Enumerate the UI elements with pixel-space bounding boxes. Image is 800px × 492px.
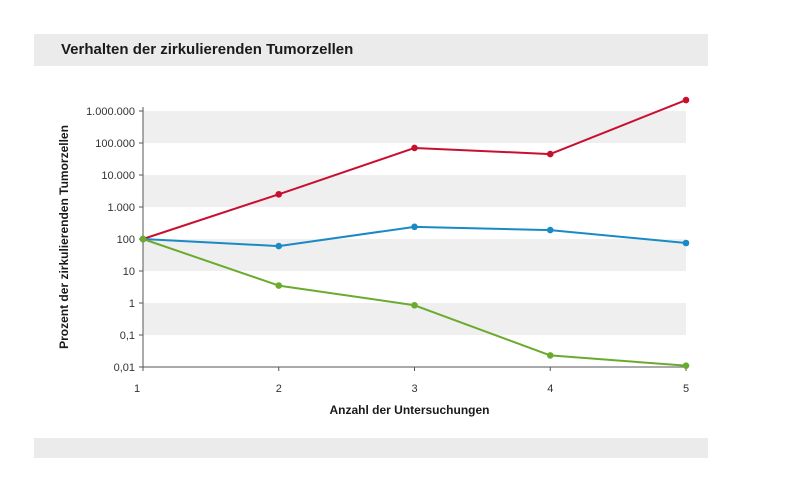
series-3-point: [139, 235, 147, 243]
grid-band: [143, 111, 686, 143]
chart-title: Verhalten der zirkulierenden Tumorzellen: [61, 41, 354, 58]
series-1-point: [411, 144, 418, 152]
series-2-point: [411, 223, 418, 231]
x-tick-label: 1: [134, 383, 140, 395]
series-2-point: [682, 239, 690, 247]
series-1-point: [275, 190, 283, 198]
y-tick-label: 100: [117, 234, 135, 246]
series-2-point: [275, 242, 283, 250]
y-tick-label: 1: [129, 298, 135, 310]
y-tick-label: 0,1: [120, 330, 135, 342]
x-tick-label: 3: [411, 383, 417, 395]
y-axis-label: Prozent der zirkulierenden Tumorzellen: [57, 125, 71, 349]
chart-header: Verhalten der zirkulierenden Tumorzellen: [34, 34, 708, 66]
y-tick-label: 10: [123, 266, 135, 278]
y-tick-label: 1.000: [107, 202, 135, 214]
x-axis-label: Anzahl der Untersuchungen: [329, 403, 489, 417]
series-3-point: [682, 362, 690, 369]
x-tick-labels: 1 2 3 4 5: [134, 383, 689, 395]
x-tick-label: 2: [276, 383, 282, 395]
series-2-point: [546, 226, 554, 234]
series-3-point: [546, 352, 554, 359]
y-tick-label: 10.000: [101, 170, 135, 182]
chart-footer-band: [34, 438, 708, 458]
series-1-point: [682, 96, 690, 104]
series-1-point: [546, 150, 554, 158]
y-tick-labels: 0,01 0,1 1 10 100 1.000 10.000 100.000 1.000.000: [86, 106, 135, 374]
series-3-point: [411, 301, 418, 309]
y-tick-label: 0,01: [114, 362, 135, 374]
y-tick-label: 100.000: [95, 138, 135, 150]
series-group: [139, 96, 690, 369]
grid-bands: [143, 111, 686, 335]
x-tick-label: 4: [547, 383, 553, 395]
series-3-point: [275, 282, 283, 289]
x-tick-label: 5: [683, 383, 689, 395]
y-tick-label: 1.000.000: [86, 106, 135, 118]
grid-band: [143, 175, 686, 207]
